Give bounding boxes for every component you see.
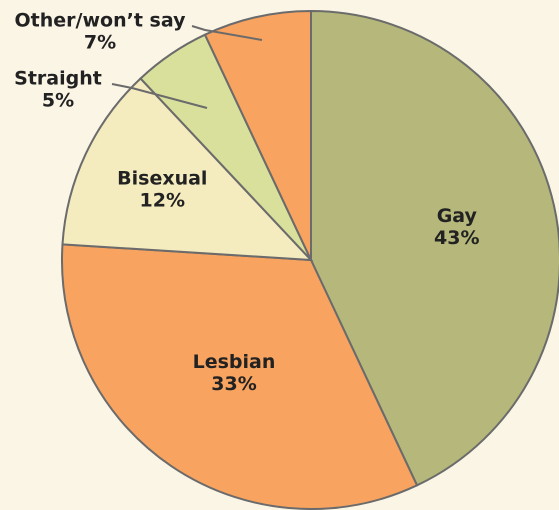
slice-value-label: 33% [211,373,256,395]
pie-slice [203,9,312,261]
slice-label: Lesbian [193,351,276,373]
slice-label: Gay [437,205,478,227]
pie-slice [61,243,419,510]
slice-value-label: 12% [140,190,185,212]
pie-slice [61,77,314,262]
slice-label: Other/won’t say [15,10,187,32]
leader-line [191,25,263,41]
slice-value-label: 5% [42,90,74,112]
slice-value-label: 43% [434,227,479,249]
pie-slice [310,9,559,487]
slice-label: Straight [14,68,102,90]
slice-value-label: 7% [84,32,116,54]
leader-line [111,83,208,109]
slice-label: Bisexual [117,168,207,190]
